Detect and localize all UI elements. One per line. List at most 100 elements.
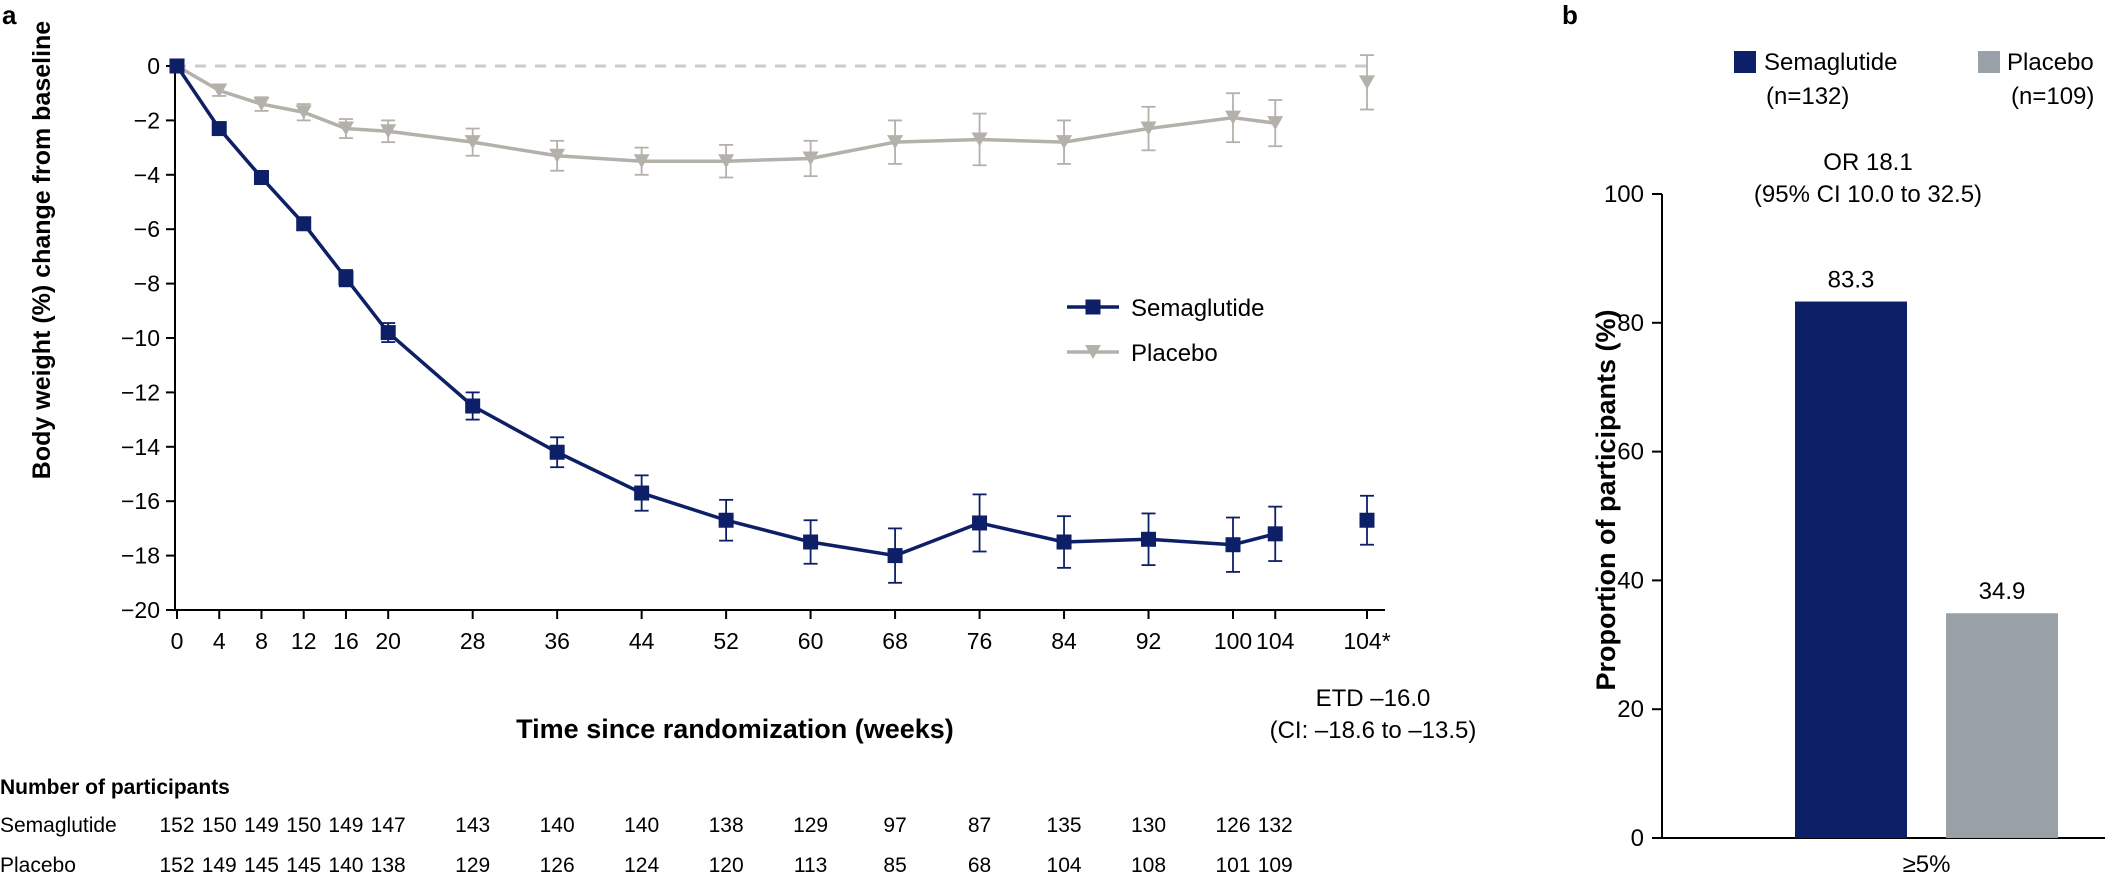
- participants-count: 129: [793, 814, 828, 837]
- a-series-layer: [169, 54, 1375, 584]
- participants-count: 68: [968, 854, 991, 877]
- data-point-placebo: [1359, 75, 1375, 90]
- data-point-placebo: [464, 135, 481, 150]
- y-tick-label-a: −8: [134, 271, 160, 297]
- x-tick-label-a: 104: [1256, 628, 1295, 654]
- data-point-placebo: [1225, 110, 1241, 125]
- data-point-semaglutide: [803, 534, 819, 550]
- x-axis-title-a: Time since randomization (weeks): [516, 714, 954, 744]
- participants-count: 97: [883, 814, 906, 837]
- data-point-placebo: [718, 154, 735, 169]
- y-tick-label-b: 100: [1604, 181, 1644, 208]
- participants-count: 140: [540, 814, 575, 837]
- y-tick-label-a: −20: [121, 597, 160, 623]
- data-point-semaglutide: [465, 398, 481, 414]
- y-tick-label-b: 0: [1631, 825, 1644, 852]
- participants-count: 85: [883, 854, 906, 877]
- participants-count: 135: [1047, 814, 1082, 837]
- legend-marker-placebo: [1085, 345, 1101, 359]
- data-point-placebo: [887, 135, 904, 150]
- participants-count: 152: [159, 854, 194, 877]
- participants-count: 126: [540, 854, 575, 877]
- data-point-semaglutide: [296, 216, 312, 232]
- participants-count: 130: [1131, 814, 1166, 837]
- data-point-semaglutide: [718, 512, 734, 528]
- y-tick-label-a: −4: [134, 162, 160, 188]
- data-point-placebo: [211, 83, 228, 98]
- data-point-semaglutide: [1267, 526, 1283, 542]
- data-point-semaglutide: [549, 444, 565, 460]
- series-placebo: [169, 54, 1375, 179]
- x-tick-label-a: 104*: [1343, 628, 1390, 654]
- data-point-semaglutide: [253, 170, 269, 186]
- data-point-semaglutide: [380, 325, 396, 341]
- panel-a: a Body weight (%) change from baseline 0…: [0, 0, 1476, 877]
- legend-swatch-semaglutide-b: [1734, 51, 1756, 73]
- data-point-placebo: [1140, 121, 1157, 136]
- x-tick-label-a: 8: [255, 628, 268, 654]
- legend-b-semaglutide-n: (n=132): [1766, 83, 1849, 110]
- participants-count: 145: [286, 854, 321, 877]
- y-tick-label-a: −18: [121, 543, 160, 569]
- y-tick-label-b: 20: [1617, 696, 1644, 723]
- data-point-semaglutide: [169, 58, 185, 74]
- y-tick-label-a: 0: [147, 53, 160, 79]
- data-point-placebo: [1056, 135, 1073, 150]
- participants-count: 113: [794, 854, 827, 877]
- y-axis-title-b: Proportion of participants (%): [1591, 310, 1621, 691]
- participants-count: 129: [455, 854, 490, 877]
- y-tick-label-b: 40: [1617, 567, 1644, 594]
- x-tick-label-a: 52: [713, 628, 739, 654]
- participants-group-label: Placebo: [0, 854, 76, 877]
- b-chart: 0 20 40 60 80 100 83.3 34.9 ≥5%: [1604, 181, 2105, 878]
- y-tick-label-a: −12: [121, 379, 160, 405]
- participants-count: 143: [455, 814, 490, 837]
- data-point-placebo: [295, 105, 312, 120]
- etd-line-2: (CI: –18.6 to –13.5): [1270, 717, 1477, 744]
- panel-b-label: b: [1562, 0, 1578, 30]
- participants-count: 140: [624, 814, 659, 837]
- data-point-semaglutide: [211, 121, 227, 137]
- legend-b-placebo-n: (n=109): [2011, 83, 2094, 110]
- bar-placebo: [1946, 613, 2058, 838]
- data-point-semaglutide: [338, 270, 354, 286]
- x-tick-label-a: 68: [882, 628, 908, 654]
- participants-count: 120: [709, 854, 744, 877]
- participants-count: 147: [371, 814, 406, 837]
- data-point-placebo: [549, 148, 566, 163]
- legend-b-placebo: Placebo: [2007, 49, 2094, 76]
- x-tick-label-a: 84: [1051, 628, 1077, 654]
- bar-value-label-placebo: 34.9: [1979, 578, 2026, 605]
- participants-count: 87: [968, 814, 991, 837]
- panel-a-label: a: [2, 0, 17, 30]
- participants-count: 150: [202, 814, 237, 837]
- participants-group-label: Semaglutide: [0, 814, 117, 837]
- participants-count: 152: [159, 814, 194, 837]
- data-point-semaglutide: [1225, 537, 1241, 553]
- x-tick-label-a: 60: [798, 628, 824, 654]
- participants-count: 145: [244, 854, 279, 877]
- participants-count: 149: [202, 854, 237, 877]
- data-point-semaglutide: [1056, 534, 1072, 550]
- data-point-placebo: [1267, 116, 1284, 131]
- participants-count: 140: [328, 854, 363, 877]
- y-tick-label-b: 60: [1617, 439, 1644, 466]
- participants-count: 138: [371, 854, 406, 877]
- participants-count: 138: [709, 814, 744, 837]
- bar-semaglutide: [1795, 301, 1907, 839]
- y-tick-label-b: 80: [1617, 310, 1644, 337]
- participants-count: 149: [244, 814, 279, 837]
- legend-label-placebo: Placebo: [1131, 340, 1218, 367]
- bar-value-label-semaglutide: 83.3: [1828, 267, 1875, 294]
- data-point-semaglutide: [887, 548, 903, 564]
- a-legend: Semaglutide Placebo: [1067, 295, 1264, 367]
- data-point-semaglutide: [972, 515, 988, 531]
- data-point-placebo: [633, 154, 650, 169]
- participants-count: 149: [328, 814, 363, 837]
- x-tick-label-a: 12: [291, 628, 317, 654]
- participants-count: 132: [1258, 814, 1293, 837]
- x-tick-label-a: 76: [967, 628, 993, 654]
- a-axes: 0 −2 −4 −6 −8 −10 −12 −14 −16 −18 −20 0 4 8 12 16 20 28 36…: [121, 53, 1391, 654]
- x-tick-label-a: 20: [375, 628, 401, 654]
- participants-title: Number of participants: [0, 776, 230, 799]
